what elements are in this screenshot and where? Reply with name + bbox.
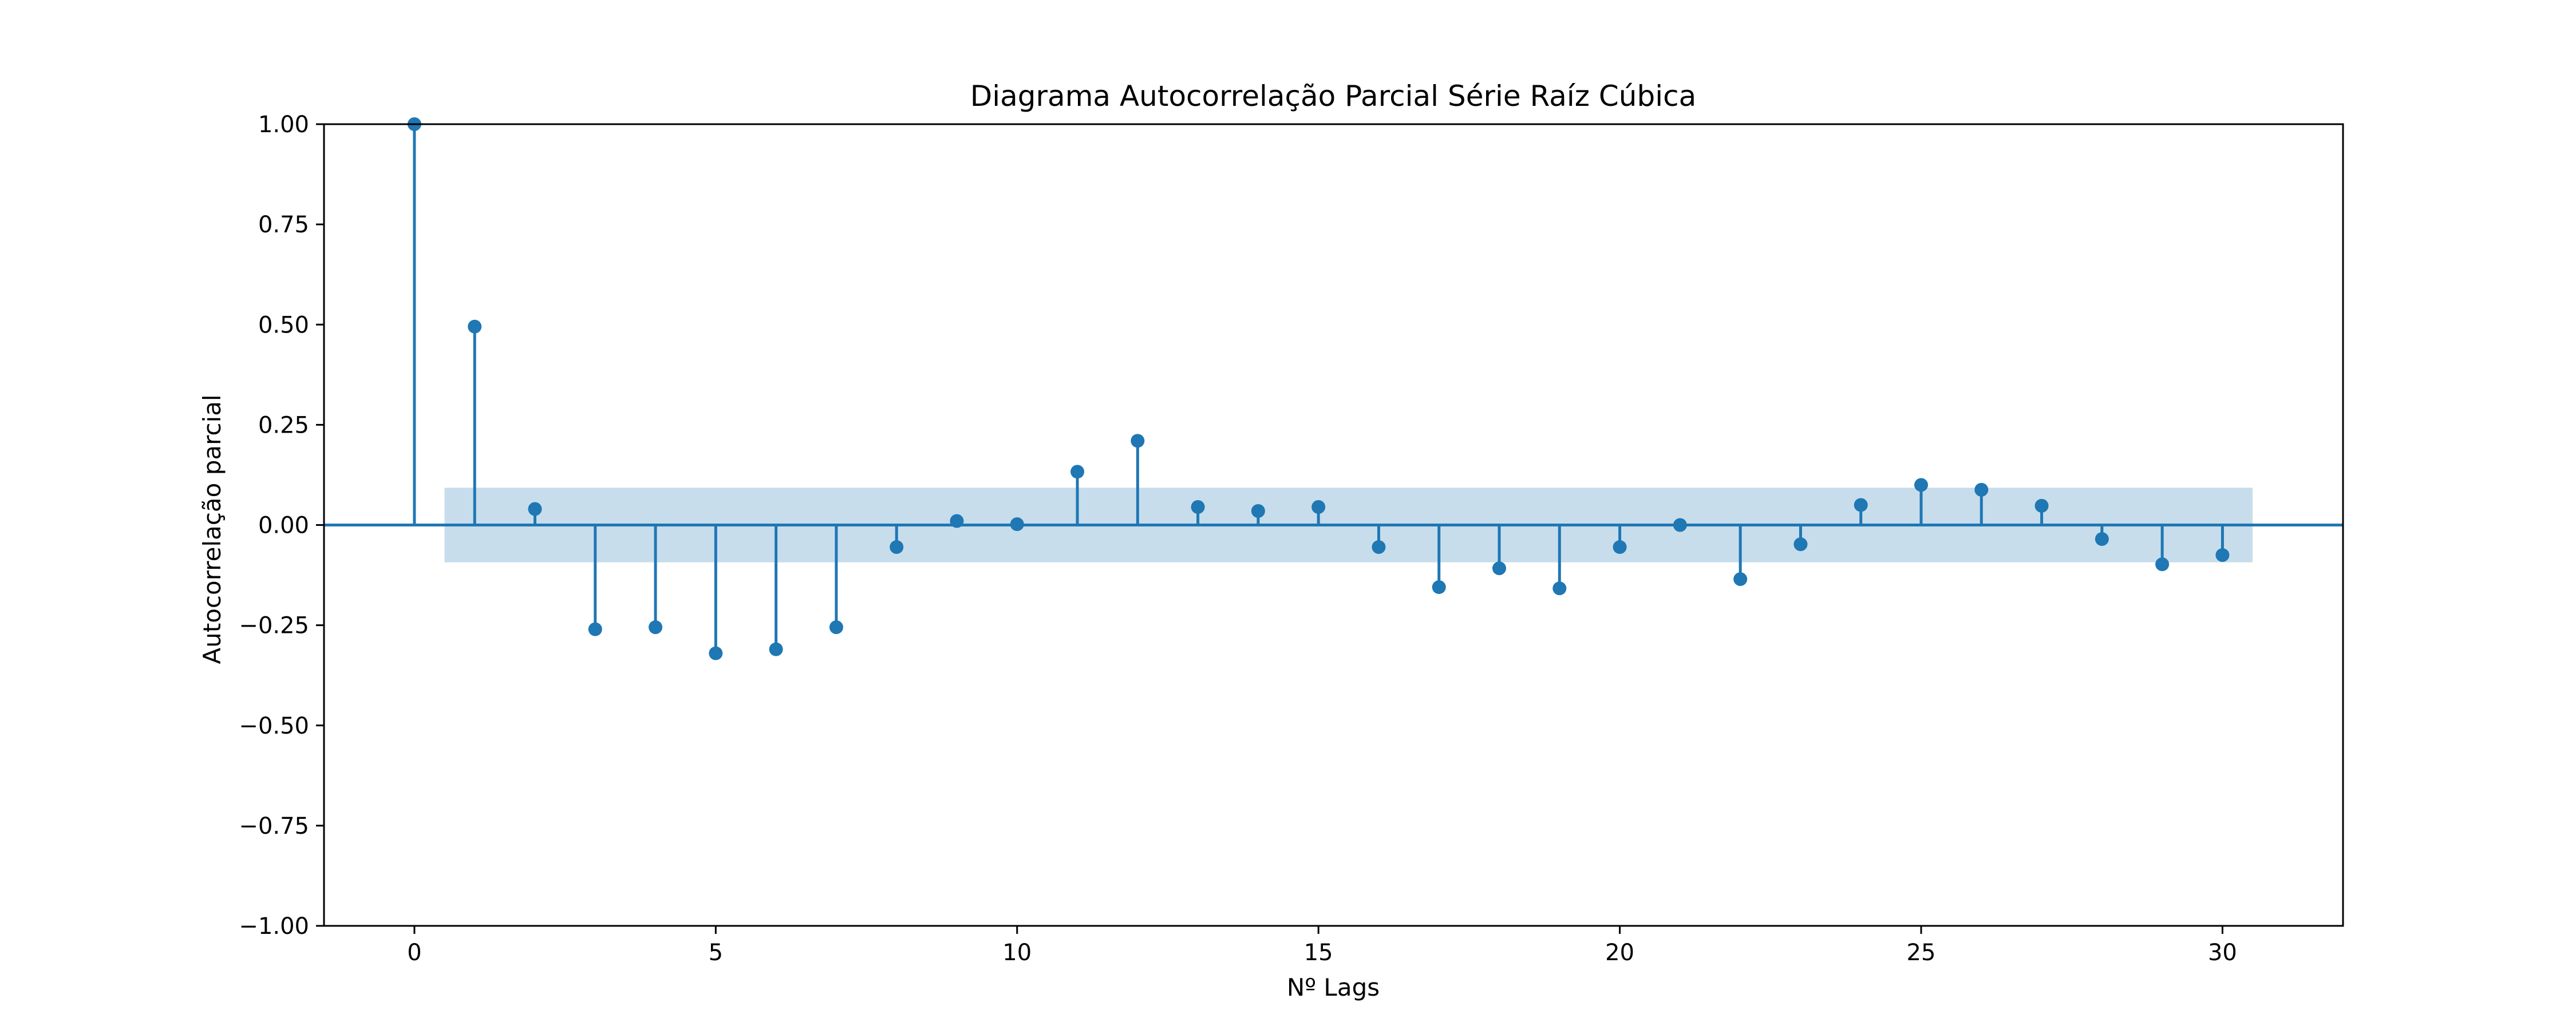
pacf-stem-lag-18 bbox=[1492, 525, 1507, 576]
pacf-stem-lag-15 bbox=[1311, 500, 1326, 525]
stem-marker bbox=[950, 514, 964, 528]
pacf-stem-lag-8 bbox=[890, 525, 904, 554]
y-tick-label: −0.25 bbox=[239, 613, 309, 639]
stem-marker bbox=[1131, 434, 1145, 448]
pacf-stem-lag-22 bbox=[1733, 525, 1748, 587]
stem-marker bbox=[769, 642, 783, 656]
pacf-stem-lag-27 bbox=[2034, 498, 2049, 525]
stem-marker bbox=[1432, 580, 1446, 595]
stem-marker bbox=[1613, 540, 1627, 554]
pacf-stem-lag-13 bbox=[1191, 500, 1205, 525]
x-tick-label: 5 bbox=[709, 940, 723, 966]
pacf-stem-lag-7 bbox=[829, 525, 843, 635]
x-ticks-layer: 0 5 10 15 20 25 30 bbox=[407, 926, 2237, 966]
pacf-stem-lag-10 bbox=[1010, 517, 1024, 532]
pacf-stem-lag-28 bbox=[2095, 525, 2109, 546]
x-tick-label: 15 bbox=[1304, 940, 1333, 966]
pacf-stem-lag-24 bbox=[1854, 498, 1868, 525]
x-tick-label: 20 bbox=[1605, 940, 1634, 966]
stem-marker bbox=[1010, 517, 1024, 532]
x-tick-label: 30 bbox=[2208, 940, 2237, 966]
stem-marker bbox=[1793, 537, 1808, 552]
pacf-stem-lag-3 bbox=[588, 525, 602, 636]
pacf-stem-lag-16 bbox=[1372, 525, 1386, 554]
stem-marker bbox=[1191, 500, 1205, 514]
y-tick-label: 0.00 bbox=[258, 513, 309, 539]
y-tick-label: −0.75 bbox=[239, 813, 309, 839]
stem-marker bbox=[1673, 518, 1687, 532]
y-ticks-layer: −1.00 −0.75 −0.50 −0.25 0.00 0.25 0.50 0.75 1.00 bbox=[239, 112, 324, 940]
pacf-stem-lag-2 bbox=[528, 502, 542, 525]
pacf-stem-lag-17 bbox=[1432, 525, 1446, 595]
stem-marker bbox=[709, 646, 723, 660]
stem-marker bbox=[890, 540, 904, 554]
y-tick-label: 0.75 bbox=[258, 212, 309, 238]
pacf-stem-lag-6 bbox=[769, 525, 783, 656]
pacf-stem-lag-4 bbox=[649, 525, 663, 635]
stem-marker bbox=[1251, 504, 1265, 518]
x-tick-label: 25 bbox=[1907, 940, 1936, 966]
stem-marker bbox=[1974, 482, 1989, 497]
pacf-stem-lag-11 bbox=[1070, 465, 1085, 525]
pacf-stem-lag-5 bbox=[709, 525, 723, 660]
pacf-stem-lag-20 bbox=[1613, 525, 1627, 554]
stem-marker bbox=[468, 319, 482, 334]
pacf-stem-lag-29 bbox=[2155, 525, 2170, 572]
x-axis-label: Nº Lags bbox=[1287, 973, 1380, 1001]
stem-marker bbox=[1311, 500, 1326, 514]
pacf-stem-lag-23 bbox=[1793, 525, 1808, 552]
stem-marker bbox=[1070, 465, 1085, 479]
stem-marker bbox=[1372, 540, 1386, 554]
chart-title: Diagrama Autocorrelação Parcial Série Ra… bbox=[970, 80, 1697, 113]
pacf-stem-lag-26 bbox=[1974, 482, 1989, 525]
pacf-stem-lag-14 bbox=[1251, 504, 1265, 525]
stem-marker bbox=[2215, 548, 2230, 562]
stem-marker bbox=[829, 620, 843, 635]
stems-layer bbox=[407, 117, 2230, 660]
x-tick-label: 0 bbox=[407, 940, 421, 966]
pacf-stem-lag-25 bbox=[1914, 478, 1929, 525]
stem-marker bbox=[2155, 557, 2170, 572]
y-tick-label: 0.50 bbox=[258, 312, 309, 338]
y-tick-label: −1.00 bbox=[239, 913, 309, 940]
stem-marker bbox=[2034, 498, 2049, 513]
stem-marker bbox=[649, 620, 663, 635]
pacf-stem-lag-30 bbox=[2215, 525, 2230, 562]
stem-marker bbox=[1914, 478, 1929, 492]
y-tick-label: 1.00 bbox=[258, 112, 309, 138]
stem-marker bbox=[588, 622, 602, 636]
stem-marker bbox=[1854, 498, 1868, 512]
x-tick-label: 10 bbox=[1002, 940, 1032, 966]
y-tick-label: 0.25 bbox=[258, 412, 309, 438]
stem-marker bbox=[1492, 561, 1507, 576]
y-tick-label: −0.50 bbox=[239, 713, 309, 739]
pacf-stem-lag-9 bbox=[950, 514, 964, 528]
y-axis-label: Autocorrelação parcial bbox=[198, 394, 226, 664]
stem-marker bbox=[1733, 572, 1748, 587]
stem-marker bbox=[528, 502, 542, 516]
stem-marker bbox=[2095, 532, 2109, 546]
stem-marker bbox=[1552, 581, 1567, 596]
pacf-stem-lag-19 bbox=[1552, 525, 1567, 596]
pacf-stem-lag-12 bbox=[1131, 434, 1145, 525]
pacf-stem-lag-1 bbox=[468, 319, 482, 525]
pacf-stem-lag-21 bbox=[1673, 518, 1687, 532]
